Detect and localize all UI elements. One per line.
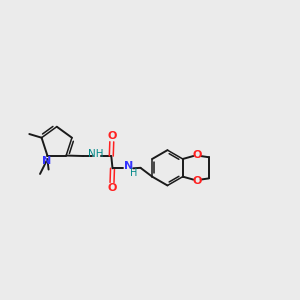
Text: NH: NH [88,149,104,159]
Text: N: N [124,161,134,171]
Text: O: O [107,183,117,193]
Text: O: O [193,150,202,160]
Text: O: O [107,131,116,141]
Text: O: O [193,176,202,186]
Text: H: H [130,168,137,178]
Text: N: N [42,156,52,166]
